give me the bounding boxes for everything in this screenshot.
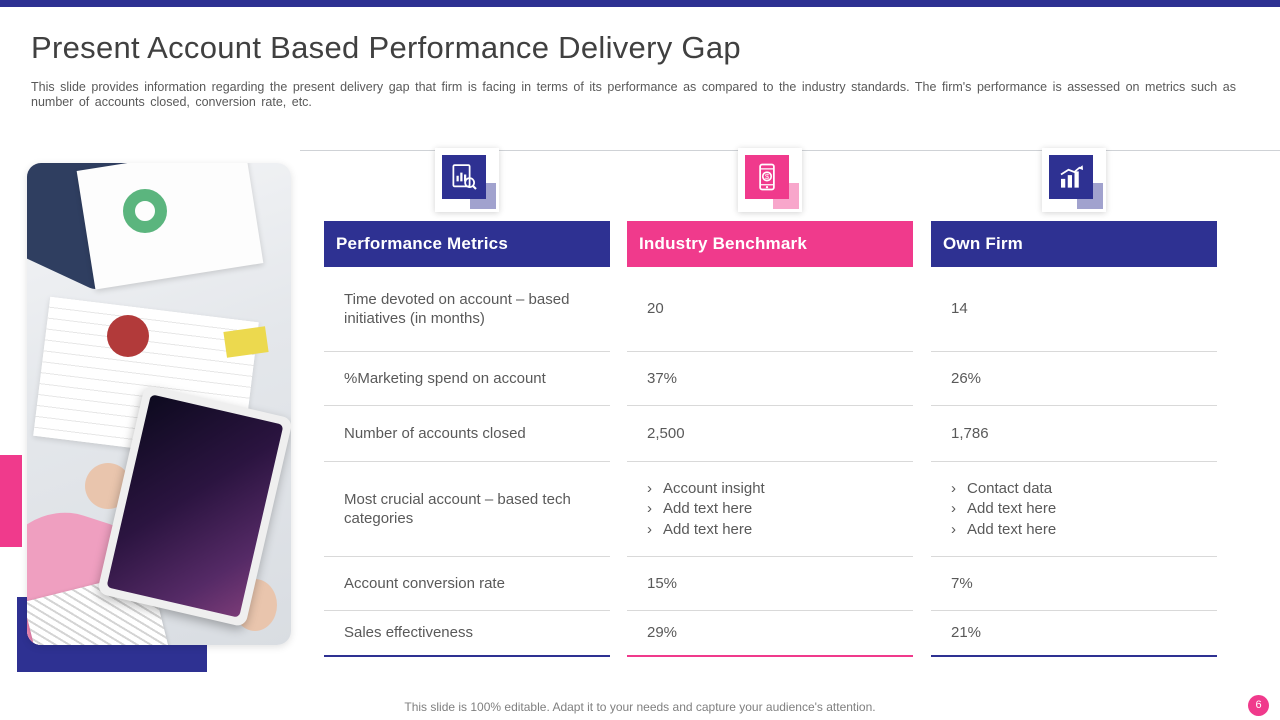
photo-paper-shape (76, 163, 264, 290)
svg-text:$: $ (765, 172, 770, 181)
table-cell: Account conversion rate (324, 557, 610, 611)
bullet-text: Add text here (967, 520, 1057, 538)
column-rows-performance-metrics: Time devoted on account – based initiati… (324, 267, 610, 657)
table-cell: 15% (627, 557, 913, 611)
column-header-own-firm: Own Firm (931, 221, 1217, 267)
icon-box (1049, 155, 1093, 199)
table-cell: Number of accounts closed (324, 406, 610, 462)
bullet-item: › Add text here (647, 499, 752, 519)
bullet-item: › Add text here (951, 499, 1056, 519)
growth-chart-icon (1042, 148, 1106, 212)
bullet-text: Add text here (663, 520, 753, 538)
photo-pie-chart-shape (107, 315, 149, 357)
bullet-text: Contact data (967, 479, 1053, 497)
bullet-item: › Add text here (647, 520, 752, 540)
table-cell: 37% (627, 352, 913, 406)
mobile-payment-icon: $ (738, 148, 802, 212)
column-industry-benchmark: Industry Benchmark 20 37% 2,500 › Account in… (627, 221, 913, 657)
slide-subtitle: This slide provides information regardin… (31, 80, 1236, 110)
column-rows-industry-benchmark: 20 37% 2,500 › Account insight › Add text here… (627, 267, 913, 657)
photo-donut-chart-shape (123, 189, 167, 233)
report-analysis-icon (435, 148, 499, 212)
column-header-performance-metrics: Performance Metrics (324, 221, 610, 267)
table-cell: 20 (627, 267, 913, 352)
table-cell: 26% (931, 352, 1217, 406)
table-cell: 21% (951, 624, 982, 642)
bullet-marker: › (647, 479, 652, 497)
table-cell: 2,500 (627, 406, 913, 462)
bullet-item: › Account insight (647, 479, 765, 499)
icon-box: $ (745, 155, 789, 199)
bullet-marker: › (951, 479, 956, 497)
bullet-marker: › (951, 500, 956, 518)
table-cell: Sales effectiveness (344, 624, 473, 642)
table-cell: › Account insight › Add text here › Add text … (627, 462, 913, 557)
table-cell: 29% (647, 624, 678, 642)
bullet-marker: › (951, 520, 956, 538)
table-cell: › Contact data › Add text here › Add text her… (931, 462, 1217, 557)
top-accent-bar (0, 0, 1280, 7)
bullet-item: › Contact data (951, 479, 1052, 499)
table-cell: Most crucial account – based tech catego… (324, 462, 610, 557)
table-cell: %Marketing spend on account (324, 352, 610, 406)
table-cell: Time devoted on account – based initiati… (324, 267, 610, 352)
table-cell: 14 (931, 267, 1217, 352)
photo-team-analysis (27, 163, 291, 645)
photo-sticky-note-shape (223, 326, 269, 358)
column-rows-own-firm: 14 26% 1,786 › Contact data › Add text here › Ad… (931, 267, 1217, 657)
icon-box (442, 155, 486, 199)
table-cell: 1,786 (931, 406, 1217, 462)
bullet-marker: › (647, 520, 652, 538)
bullet-marker: › (647, 500, 652, 518)
bullet-text: Add text here (663, 500, 753, 518)
bullet-item: › Add text here (951, 520, 1056, 540)
column-header-industry-benchmark: Industry Benchmark (627, 221, 913, 267)
bullet-text: Account insight (663, 479, 765, 497)
footer-note: This slide is 100% editable. Adapt it to… (404, 700, 876, 714)
pink-accent-shape (0, 455, 22, 547)
column-performance-metrics: Performance Metrics Time devoted on acco… (324, 221, 610, 657)
column-own-firm: Own Firm 14 26% 1,786 › Contact data › Add tex… (931, 221, 1217, 657)
bullet-text: Add text here (967, 500, 1057, 518)
page-title: Present Account Based Performance Delive… (31, 30, 741, 65)
page-number-badge: 6 (1248, 695, 1269, 716)
table-cell: 7% (931, 557, 1217, 611)
